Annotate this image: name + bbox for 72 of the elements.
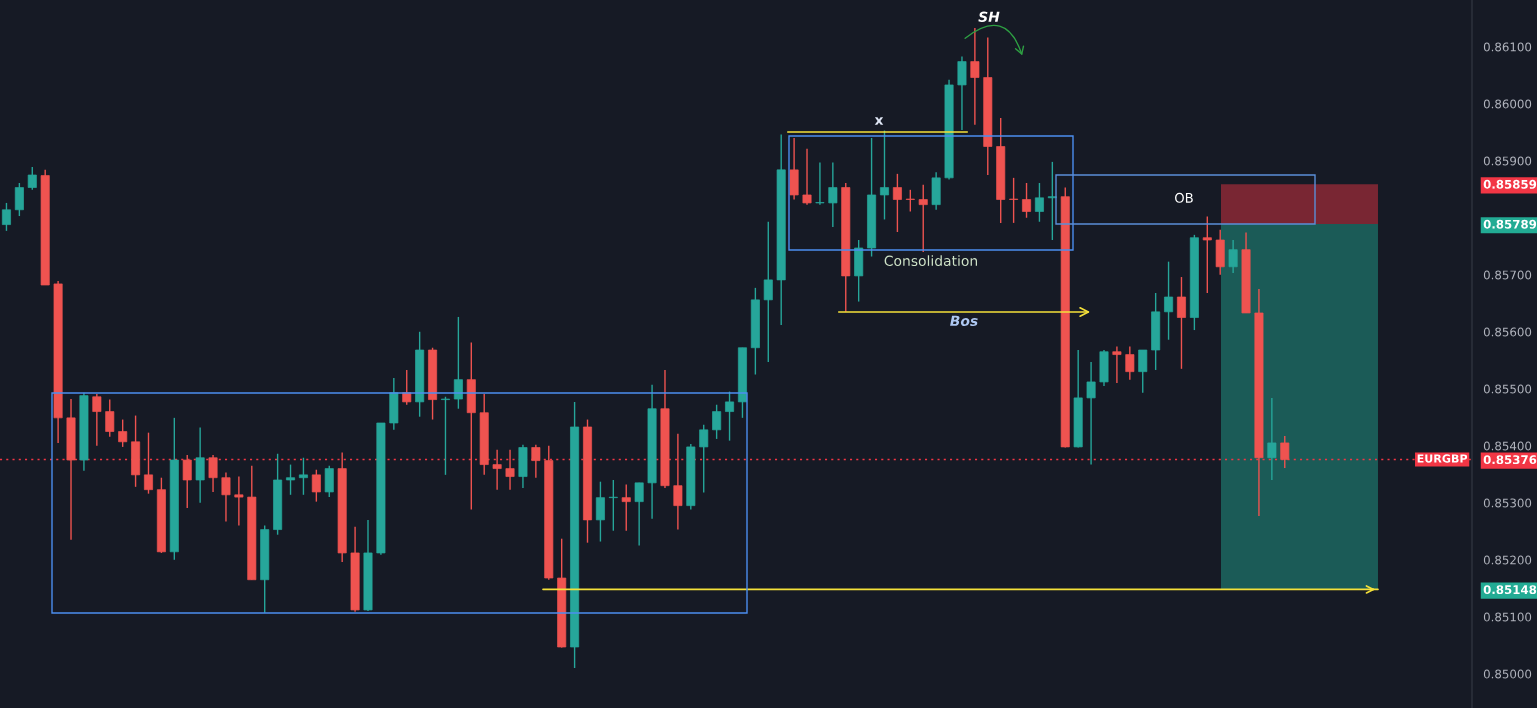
annotation: OB xyxy=(1175,192,1193,203)
candlestick xyxy=(699,423,709,494)
y-tick-label: 0.85200 xyxy=(1483,555,1532,565)
annotation: Bos xyxy=(950,315,978,327)
y-tick-label: 0.86000 xyxy=(1483,99,1532,109)
candlestick xyxy=(1280,435,1290,469)
y-tick-label: 0.85376 xyxy=(1483,455,1537,465)
candlestick xyxy=(27,166,37,191)
y-tick-label: 0.85148 xyxy=(1483,585,1537,595)
y-tick-label: 0.85500 xyxy=(1483,384,1532,394)
candlestick xyxy=(712,404,722,440)
candlestick xyxy=(531,443,541,479)
y-tick-label: 0.85600 xyxy=(1483,327,1532,337)
candlestick xyxy=(815,161,825,206)
y-tick-label: 0.85400 xyxy=(1483,441,1532,451)
candlestick xyxy=(105,398,115,438)
candlestick xyxy=(492,449,502,491)
y-tick-label: 0.85900 xyxy=(1483,156,1532,166)
candlestick xyxy=(595,480,605,543)
candlestick xyxy=(905,189,915,213)
ref-line-label: EURGBP xyxy=(1417,454,1468,463)
y-tick-label: 0.85300 xyxy=(1483,498,1532,508)
candlestick xyxy=(970,27,980,126)
candlestick xyxy=(505,449,515,491)
candlestick xyxy=(1138,349,1148,394)
candlestick xyxy=(1228,239,1238,274)
candlestick xyxy=(1202,215,1212,294)
candlestick xyxy=(1022,182,1032,219)
candlestick xyxy=(221,471,231,523)
candlestick xyxy=(1009,177,1019,224)
candlestick xyxy=(802,148,812,206)
y-tick-label: 0.85100 xyxy=(1483,612,1532,622)
candlestick xyxy=(144,431,153,495)
candlestick xyxy=(195,426,205,504)
candlestick xyxy=(1086,361,1096,466)
annotation: SH xyxy=(978,11,1000,23)
annotation: Consolidation xyxy=(884,255,978,267)
annotation: x xyxy=(874,117,884,125)
candlestick xyxy=(673,433,683,531)
candlestick xyxy=(1267,397,1277,481)
candlestick xyxy=(234,475,244,527)
candlestick xyxy=(182,454,192,509)
candlestick xyxy=(324,465,334,498)
candlestick xyxy=(634,482,644,547)
y-tick-label: 0.85700 xyxy=(1483,270,1532,280)
candlestick xyxy=(608,479,618,532)
candlestick xyxy=(918,184,928,253)
y-tick-label: 0.85789 xyxy=(1483,219,1537,229)
candlestick xyxy=(440,396,450,476)
candlestick xyxy=(402,369,412,406)
candlestick xyxy=(311,469,321,503)
candlestick xyxy=(763,221,773,363)
candlestick xyxy=(453,316,463,410)
y-tick-label: 0.86100 xyxy=(1483,42,1532,52)
candlestick xyxy=(286,463,296,496)
candlestick xyxy=(1,202,11,232)
candlestick xyxy=(621,483,631,532)
candlestick xyxy=(1034,182,1044,223)
candlestick xyxy=(1176,276,1186,370)
candlestick xyxy=(828,161,838,228)
candlestick xyxy=(208,454,218,493)
candlestick xyxy=(298,457,308,496)
candlestick xyxy=(957,55,967,131)
candlestick xyxy=(118,418,128,448)
candlestick xyxy=(892,173,902,233)
y-tick-label: 0.85859 xyxy=(1483,179,1537,189)
candlestick xyxy=(1164,260,1174,341)
candlestick xyxy=(92,393,102,447)
candlestick xyxy=(1125,345,1135,381)
candlestick xyxy=(14,182,24,217)
y-tick-label: 0.85000 xyxy=(1483,669,1532,679)
candlestick xyxy=(1112,345,1122,384)
